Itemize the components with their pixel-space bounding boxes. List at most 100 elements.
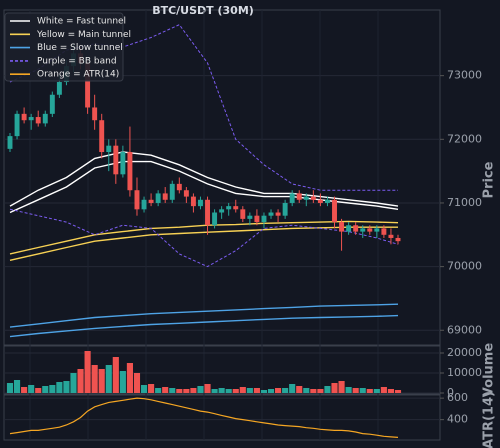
candle-body [106,145,112,153]
candle-body [381,228,387,235]
candle-body [205,199,210,226]
volume-bar [380,387,387,393]
volume-bar [155,388,162,393]
candle-body [226,206,232,210]
candle-body [42,113,48,124]
volume-bar [148,384,155,393]
volume-bar [105,365,112,393]
candle-body [120,152,126,175]
volume-bar [324,386,331,393]
volume-bar [49,385,56,393]
tunnel-line [9,151,399,207]
y-tick-label: 73000 [447,69,482,82]
candle-body [190,196,196,207]
candle-body [49,94,55,114]
candle-body [395,237,401,242]
volume-bar [260,390,268,393]
candle-body [35,117,41,124]
candle-body [254,215,260,223]
candle-body [56,82,62,95]
candle-body [289,193,295,203]
legend-label: Orange = ATR(14) [37,70,119,80]
candle-body [176,183,182,191]
candle-body [310,196,316,200]
y-axis-label: ATR(14) [482,391,497,448]
volume-bar [77,369,84,393]
volume-bar [394,390,402,393]
tunnel-line [9,303,399,328]
volume-bar [282,388,289,393]
volume-bar [197,386,204,393]
volume-bar [6,383,14,393]
candle-body [127,152,133,191]
volume-bar [176,389,183,393]
y-tick-label: 0 [447,386,454,399]
candle-body [7,136,13,149]
volume-bar [267,389,275,393]
candle-body [21,113,27,121]
legend: White = Fast tunnel Yellow = Main tunnel B… [4,12,131,82]
volume-bar [310,389,317,393]
candle-body [282,202,288,216]
candle-body [233,206,239,210]
candle-body [332,199,337,223]
price-panel [3,9,441,346]
candle-body [155,193,161,203]
volume-bar [42,386,49,393]
legend-label: White = Fast tunnel [37,17,126,27]
legend-label: Purple = BB band [37,56,117,66]
candle-body [183,190,189,197]
volume-bar [169,388,176,393]
volume-bar [317,389,324,393]
y-axis-label: Volume [482,343,497,398]
volume-bar [246,388,253,393]
candle-body [261,215,267,223]
candle-body [148,199,154,203]
candle-body [247,215,253,219]
candle-body [339,222,345,232]
y-tick-label: 70000 [447,260,482,273]
volume-bar [218,388,225,393]
volume-bar [35,388,42,393]
volume-bar [84,351,91,393]
volume-bar [373,389,380,393]
candle-body [113,145,119,175]
candle-body [134,190,140,210]
candle-body [388,234,394,238]
volume-bar [162,387,169,393]
volume-bar [289,384,296,393]
volume-bar [359,388,366,393]
candle-body [374,228,380,232]
volume-bar [239,387,246,393]
volume-bar [183,389,190,393]
volume-bar [331,383,338,393]
legend-label: Yellow = Main tunnel [36,30,131,40]
candle-body [85,62,91,108]
volume-bar [28,385,35,393]
y-axis-label: Price [482,161,497,198]
volume-bar [70,373,77,393]
candle-body [303,196,309,200]
candle-body [169,183,175,200]
volume-bar [352,388,359,393]
candle-body [346,225,352,232]
candle-body [353,225,359,232]
candle-body [141,199,147,210]
volume-bar [303,388,310,393]
y-tick-label: 10000 [447,366,482,379]
tunnel-line [9,24,398,191]
candle-body [28,117,34,121]
tunnel-line [9,314,399,338]
candle-body [296,193,302,200]
candle-body [162,193,168,200]
volume-bar [63,381,70,393]
y-tick-label: 600 [447,391,468,404]
volume-bar [275,388,282,393]
volume-bar [91,365,98,393]
candle-body [275,212,281,216]
volume-bar [119,371,126,393]
candle-body [99,120,105,153]
volume-bar [21,387,28,393]
marks [6,24,402,438]
